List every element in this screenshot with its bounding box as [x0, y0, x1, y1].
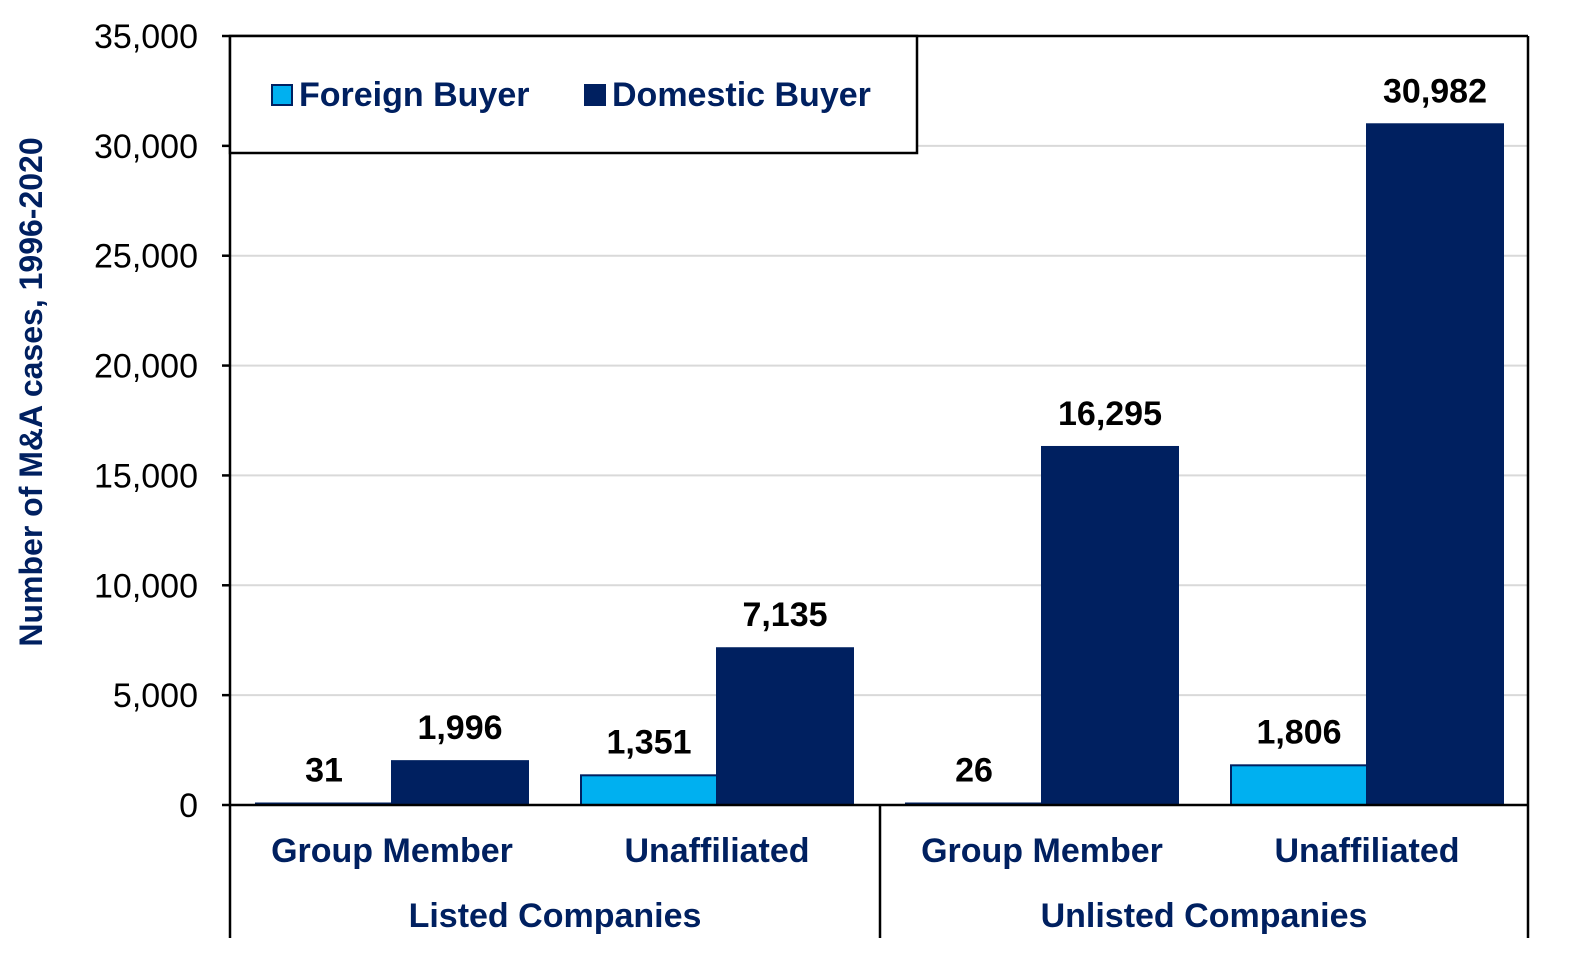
bar-foreign-buyer: [1230, 764, 1368, 806]
bar-domestic-buyer: [716, 647, 854, 807]
data-label: 26: [955, 752, 993, 790]
y-axis-label: Number of M&A cases, 1996-2020: [13, 137, 49, 646]
category-label: Group Member: [271, 832, 513, 870]
category-label: Unaffiliated: [624, 832, 809, 870]
category-label: Unaffiliated: [1274, 832, 1459, 870]
y-tick-label: 20,000: [94, 348, 198, 386]
category-label: Group Member: [921, 832, 1163, 870]
data-label: 30,982: [1383, 72, 1487, 110]
group-label: Listed Companies: [409, 897, 702, 935]
y-tick-label: 25,000: [94, 238, 198, 276]
legend-swatch: [271, 84, 293, 106]
y-tick-label: 15,000: [94, 457, 198, 495]
bars: 31 1,996 1,351 7,135 26 16,295 1,806 30,982: [255, 72, 1504, 807]
y-tick-label: 5,000: [113, 677, 198, 715]
data-label: 1,806: [1256, 713, 1341, 751]
y-tick-label: 0: [179, 787, 198, 825]
gridlines: [230, 144, 1528, 697]
bar-domestic-buyer: [1041, 445, 1179, 806]
data-label: 1,351: [606, 723, 691, 761]
y-tick-label: 10,000: [94, 567, 198, 605]
legend: Foreign Buyer Domestic Buyer: [228, 34, 919, 155]
data-label: 16,295: [1058, 395, 1162, 433]
bar-domestic-buyer: [1366, 123, 1504, 807]
data-label: 1,996: [417, 709, 502, 747]
data-label: 31: [305, 752, 343, 790]
bar-foreign-buyer: [580, 774, 718, 806]
bar-domestic-buyer: [391, 760, 529, 806]
legend-box: [228, 34, 919, 155]
y-axis-ticks: 0 5,000 10,000 15,000 20,000 25,000 30,000 35,0…: [94, 18, 198, 825]
y-tick-label: 35,000: [94, 18, 198, 56]
data-label: 7,135: [742, 596, 827, 634]
category-labels: Group Member Unaffiliated Group Member Unaf…: [271, 832, 1459, 935]
legend-label: Domestic Buyer: [612, 76, 871, 114]
legend-swatch: [584, 84, 606, 106]
group-label: Unlisted Companies: [1041, 897, 1368, 935]
y-tick-label: 30,000: [94, 128, 198, 166]
legend-label: Foreign Buyer: [299, 76, 529, 114]
